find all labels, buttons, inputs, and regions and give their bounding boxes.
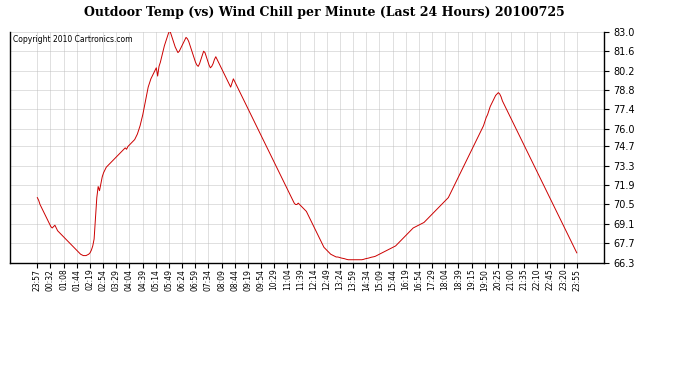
Text: Copyright 2010 Cartronics.com: Copyright 2010 Cartronics.com [13,35,132,44]
Text: Outdoor Temp (vs) Wind Chill per Minute (Last 24 Hours) 20100725: Outdoor Temp (vs) Wind Chill per Minute … [84,6,564,19]
